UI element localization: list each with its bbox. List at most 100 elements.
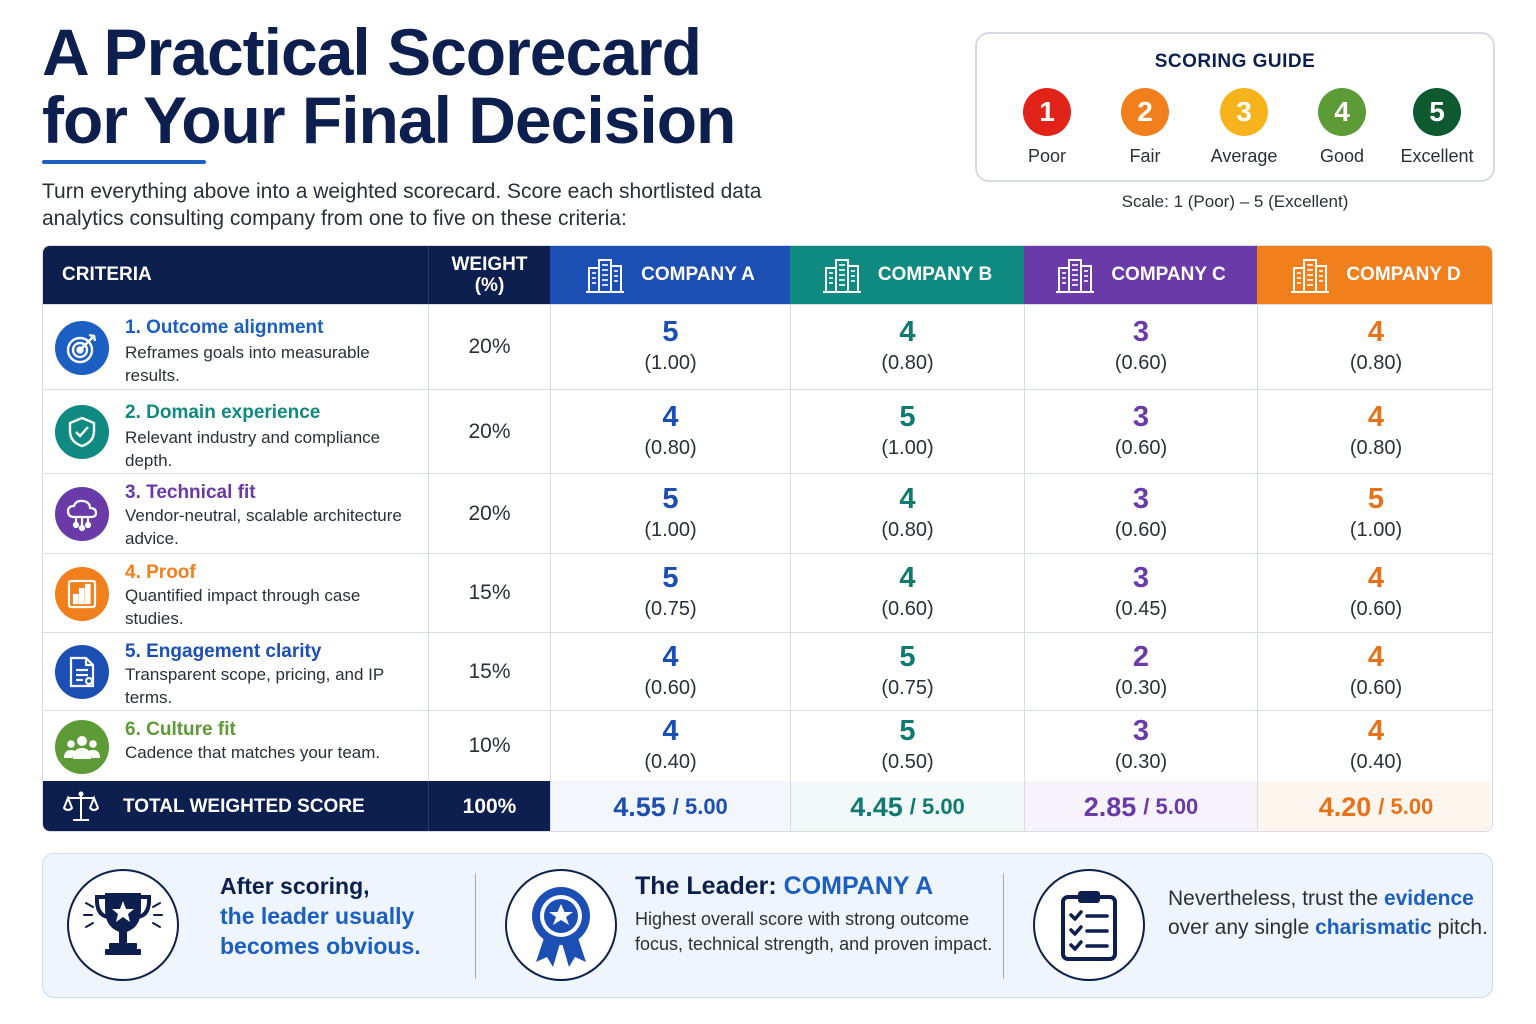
weighted-score: (0.60) xyxy=(1114,518,1168,541)
page-title: A Practical Scorecard for Your Final Dec… xyxy=(42,18,802,154)
criterion-name: 4. Proof xyxy=(125,562,196,583)
weight-header-unit: (%) xyxy=(474,275,505,296)
target-icon xyxy=(55,321,109,375)
weighted-score: (0.60) xyxy=(1114,352,1168,374)
raw-score: 3 xyxy=(1132,400,1150,433)
total-label-text: TOTAL WEIGHTED SCORE xyxy=(123,796,365,817)
criterion-name: 5. Engagement clarity xyxy=(125,641,322,662)
score-cell: 5 (0.75) xyxy=(550,554,790,632)
table-row: 5. Engagement clarity Transparent scope,… xyxy=(43,632,1492,710)
raw-score: 4 xyxy=(662,400,679,433)
total-max: / 5.00 xyxy=(1143,794,1199,819)
trust-part-1: Nevertheless, trust the xyxy=(1168,887,1379,910)
weighted-score: (0.40) xyxy=(644,751,697,773)
criterion-name: 1. Outcome alignment xyxy=(125,317,324,338)
award-ribbon-icon xyxy=(532,887,590,967)
weighted-score: (1.00) xyxy=(644,518,697,541)
raw-score: 4 xyxy=(662,640,679,673)
table-row: 1. Outcome alignment Reframes goals into… xyxy=(43,304,1492,389)
weight-cell: 10% xyxy=(428,711,550,781)
weight-cell: 20% xyxy=(428,390,550,473)
score-cell: 4 (0.60) xyxy=(1257,633,1492,710)
guide-score-circle: 3 xyxy=(1220,88,1268,136)
criteria-header: CRITERIA xyxy=(43,246,428,304)
raw-score: 4 xyxy=(1367,640,1385,673)
criterion-cell: 1. Outcome alignment Reframes goals into… xyxy=(43,305,428,389)
company-name: COMPANY A xyxy=(641,264,755,285)
table-row: 6. Culture fit Cadence that matches your… xyxy=(43,710,1492,781)
company-name: COMPANY B xyxy=(877,264,993,285)
score-cell: 4 (0.40) xyxy=(1257,711,1492,781)
weighted-score: (0.40) xyxy=(1349,751,1403,773)
scorecard-table: CRITERIA WEIGHT (%) COMPANY A COMPANY B … xyxy=(42,245,1493,832)
raw-score: 5 xyxy=(662,562,679,594)
total-label: TOTAL WEIGHTED SCORE xyxy=(43,781,428,831)
weight-cell: 15% xyxy=(428,554,550,632)
raw-score: 4 xyxy=(899,562,916,594)
intro-text: Turn everything above into a weighted sc… xyxy=(42,180,762,230)
weighted-score: (1.00) xyxy=(1349,518,1403,541)
guide-score-circle: 2 xyxy=(1121,88,1169,136)
score-cell: 4 (0.80) xyxy=(1257,390,1492,473)
weighted-score: (0.80) xyxy=(1349,436,1403,459)
total-score: 4.20 xyxy=(1318,791,1372,822)
criterion-cell: 5. Engagement clarity Transparent scope,… xyxy=(43,633,428,710)
trust-part-2: over any single xyxy=(1168,916,1310,939)
trophy-badge xyxy=(67,869,179,981)
company-header: COMPANY D xyxy=(1257,246,1492,304)
total-score-cell: 2.85/ 5.00 xyxy=(1024,781,1257,831)
company-name: COMPANY D xyxy=(1346,264,1461,285)
guide-item: 3 Average xyxy=(1194,88,1294,167)
total-weight: 100% xyxy=(428,781,550,831)
raw-score: 3 xyxy=(1132,316,1150,348)
weighted-score: (0.45) xyxy=(1114,598,1168,620)
score-cell: 2 (0.30) xyxy=(1024,633,1257,710)
criterion-name: 2. Domain experience xyxy=(125,402,321,423)
leader-title-prefix: The Leader: xyxy=(635,872,784,900)
table-row: 2. Domain experience Relevant industry a… xyxy=(43,389,1492,473)
trust-evidence-text: Nevertheless, trust the evidence over an… xyxy=(1168,884,1488,942)
raw-score: 5 xyxy=(899,715,916,747)
building-icon xyxy=(586,259,625,293)
score-cell: 4 (0.60) xyxy=(1257,554,1492,632)
raw-score: 5 xyxy=(899,640,916,673)
criterion-cell: 3. Technical fit Vendor-neutral, scalabl… xyxy=(43,474,428,553)
weighted-score: (0.60) xyxy=(1349,598,1403,620)
scoring-guide: SCORING GUIDE 1 Poor 2 Fair 3 Average 4 Goo… xyxy=(975,32,1495,182)
criterion-name: 6. Culture fit xyxy=(125,719,236,740)
weighted-score: (1.00) xyxy=(644,352,697,374)
company-header: COMPANY C xyxy=(1024,246,1257,304)
total-max: / 5.00 xyxy=(672,794,728,819)
raw-score: 5 xyxy=(1367,482,1385,515)
weighted-score: (0.60) xyxy=(1114,436,1168,459)
weighted-score: (0.30) xyxy=(1114,751,1168,773)
score-cell: 5 (0.50) xyxy=(790,711,1024,781)
score-cell: 4 (0.80) xyxy=(790,305,1024,389)
weighted-score: (0.75) xyxy=(881,676,934,699)
weighted-score: (0.80) xyxy=(881,352,934,374)
guide-item: 1 Poor xyxy=(997,88,1097,167)
raw-score: 4 xyxy=(1367,562,1385,594)
total-score: 4.55 xyxy=(613,791,666,822)
score-cell: 5 (1.00) xyxy=(550,474,790,553)
score-cell: 3 (0.45) xyxy=(1024,554,1257,632)
bar-chart-icon xyxy=(55,567,109,621)
weight-cell: 20% xyxy=(428,474,550,553)
after-scoring-line: After scoring, xyxy=(220,873,370,899)
raw-score: 2 xyxy=(1132,640,1150,673)
weighted-score: (0.50) xyxy=(881,751,934,773)
raw-score: 4 xyxy=(1367,400,1385,433)
cloud-network-icon xyxy=(55,487,109,541)
raw-score: 5 xyxy=(662,316,679,348)
score-cell: 3 (0.30) xyxy=(1024,711,1257,781)
award-badge xyxy=(505,869,617,981)
summary-panel: After scoring, the leader usually become… xyxy=(42,853,1493,998)
total-score-cell: 4.20/ 5.00 xyxy=(1257,781,1492,831)
weighted-score: (0.60) xyxy=(644,676,697,699)
title-line-1: A Practical Scorecard xyxy=(42,15,702,89)
raw-score: 4 xyxy=(899,482,916,515)
guide-score-label: Average xyxy=(1210,146,1278,166)
guide-score-circle: 4 xyxy=(1318,88,1366,136)
divider xyxy=(1003,874,1004,979)
score-cell: 4 (0.40) xyxy=(550,711,790,781)
